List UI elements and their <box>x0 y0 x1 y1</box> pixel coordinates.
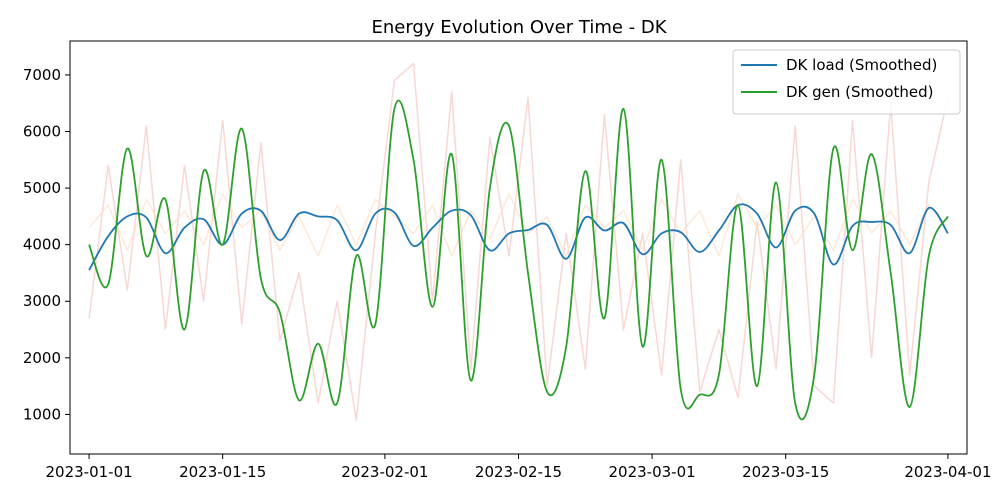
x-tick-label: 2023-03-15 <box>742 463 829 481</box>
x-tick-label: 2023-01-01 <box>45 463 132 481</box>
legend-label: DK load (Smoothed) <box>786 56 937 74</box>
y-tick-label: 1000 <box>23 405 61 423</box>
x-tick-label: 2023-03-01 <box>609 463 696 481</box>
chart-title: Energy Evolution Over Time - DK <box>371 17 667 38</box>
legend: DK load (Smoothed) DK gen (Smoothed) <box>733 50 960 114</box>
y-tick-label: 3000 <box>23 292 61 310</box>
x-tick-label: 2023-02-15 <box>475 463 562 481</box>
y-tick-label: 4000 <box>23 236 61 254</box>
series-1 <box>89 100 948 419</box>
x-tick-label: 2023-04-01 <box>904 463 991 481</box>
y-tick-label: 7000 <box>23 66 61 84</box>
series-line-1 <box>89 100 948 419</box>
y-tick-label: 5000 <box>23 179 61 197</box>
y-tick-label: 2000 <box>23 349 61 367</box>
x-tick-label: 2023-01-15 <box>179 463 266 481</box>
legend-label: DK gen (Smoothed) <box>786 83 934 101</box>
y-tick-label: 6000 <box>23 123 61 141</box>
x-tick-label: 2023-02-01 <box>341 463 428 481</box>
